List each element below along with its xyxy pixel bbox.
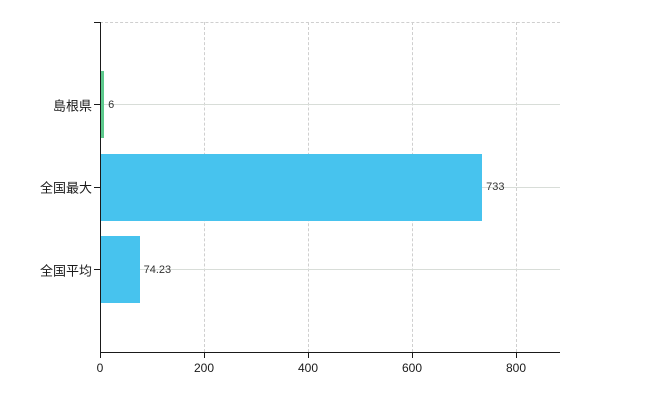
category-label: 全国最大 (39, 180, 92, 196)
value-label: 74.23 (143, 263, 172, 276)
x-tick-label: 600 (401, 361, 423, 375)
y-axis (100, 22, 101, 352)
category-label: 全国平均 (39, 263, 92, 278)
x-tick-label: 800 (505, 361, 527, 375)
x-axis-tick (412, 353, 413, 358)
category-gridline (100, 104, 560, 105)
x-axis-tick (308, 353, 309, 358)
category-label: 島根県 (52, 98, 92, 113)
y-axis-tick (94, 104, 100, 105)
x-axis-tick (100, 353, 101, 358)
value-label: 6 (108, 98, 115, 111)
value-label: 733 (486, 181, 505, 193)
x-axis-tick (204, 353, 205, 358)
chart-bar (101, 153, 483, 221)
x-tick-label: 200 (193, 361, 215, 375)
y-axis-tick (94, 269, 100, 270)
x-axis-tick (516, 353, 517, 358)
y-axis-tick (94, 186, 100, 188)
top-gridline (100, 22, 560, 23)
category-gridline (100, 269, 560, 270)
chart-bar (101, 236, 140, 303)
x-axis (100, 352, 560, 353)
y-axis-tick (94, 21, 100, 23)
x-tick-label: 0 (96, 361, 104, 375)
x-tick-label: 400 (297, 361, 319, 375)
chart-bar (101, 71, 105, 138)
